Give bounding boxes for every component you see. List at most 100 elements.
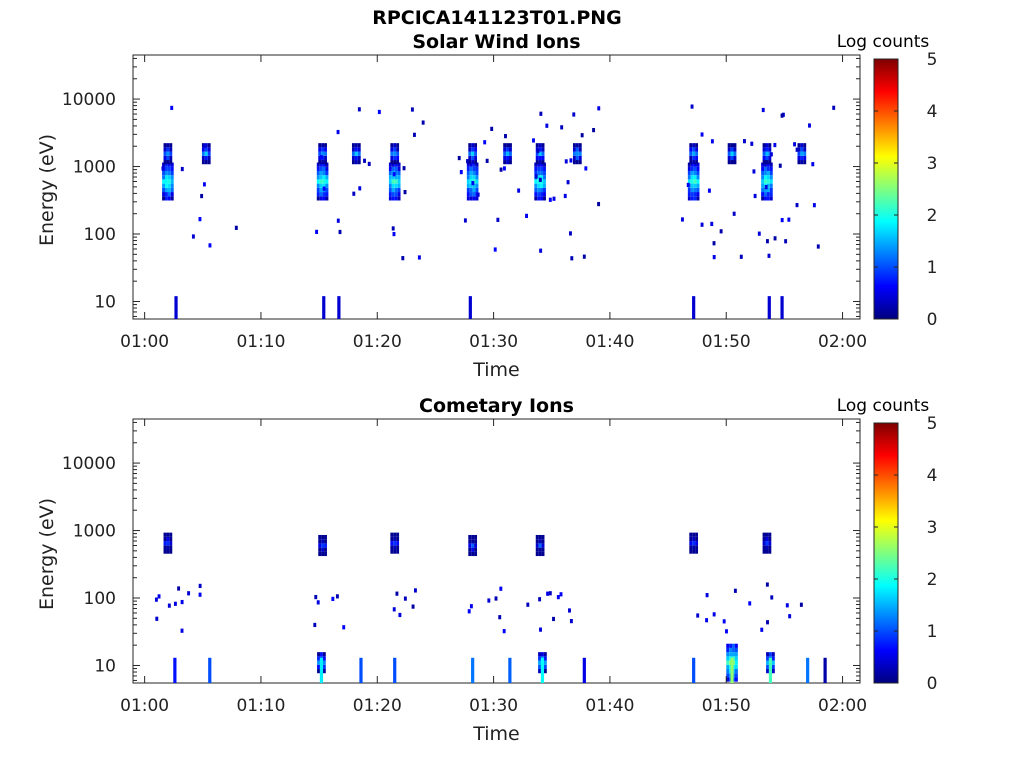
heatmap-cell — [198, 217, 202, 222]
heatmap-cell — [472, 183, 476, 188]
heatmap-cell — [803, 160, 807, 165]
heatmap-cell — [351, 147, 355, 152]
heatmap-cell — [475, 175, 479, 180]
heatmap-cell — [540, 183, 544, 188]
heatmap-cell — [687, 192, 691, 197]
heatmap-cell — [471, 147, 475, 152]
heatmap-cell — [559, 592, 563, 597]
heatmap-cell — [769, 192, 773, 197]
heatmap-cell — [357, 151, 361, 156]
heatmap-cell — [766, 192, 770, 197]
heatmap-cell — [764, 185, 768, 190]
heatmap-cell — [169, 545, 173, 550]
heatmap-cell — [166, 160, 170, 165]
heatmap-cell — [316, 175, 320, 180]
heatmap-cell — [771, 664, 775, 670]
heatmap-cell — [396, 536, 400, 542]
heatmap-cell — [696, 175, 700, 180]
heatmap-cell — [394, 183, 398, 188]
heatmap-cell — [761, 175, 765, 180]
heatmap-cell — [163, 545, 167, 550]
heatmap-cell — [764, 196, 767, 201]
heatmap-cell — [469, 192, 473, 197]
heatmap-cell — [324, 539, 327, 544]
heatmap-cell — [322, 296, 326, 319]
heatmap-cell — [320, 155, 323, 160]
heatmap-cell — [393, 536, 397, 542]
heatmap-cell — [762, 147, 766, 152]
heatmap-cell — [768, 532, 772, 537]
heatmap-cell — [474, 539, 478, 544]
heatmap-cell — [318, 539, 322, 544]
heatmap-cell — [503, 151, 507, 156]
heatmap-cell — [768, 155, 772, 161]
heatmap-cell — [832, 105, 836, 110]
heatmap-cell — [541, 147, 545, 152]
y-axis: 10 100 1000 10000 — [62, 57, 860, 317]
heatmap-cell — [201, 155, 205, 161]
y-tick-label: 10 — [94, 656, 116, 676]
heatmap-cell — [503, 147, 507, 152]
heatmap-cell — [397, 170, 401, 176]
heatmap-cell — [806, 657, 810, 683]
heatmap-cell — [538, 539, 542, 544]
heatmap-cells — [154, 532, 827, 683]
heatmap-cell — [768, 652, 772, 657]
heatmap-cell — [538, 660, 541, 665]
heatmap-cell — [767, 253, 771, 258]
heatmap-cell — [534, 179, 538, 184]
heatmap-cell — [180, 628, 184, 633]
heatmap-cell — [780, 113, 784, 118]
heatmap-cell — [155, 616, 159, 621]
heatmap-cell — [200, 193, 204, 199]
heatmap-cell — [693, 170, 697, 176]
heatmap-cell — [391, 226, 395, 231]
heatmap-cell — [471, 657, 475, 683]
heatmap-cell — [785, 603, 789, 608]
heatmap-cell — [766, 183, 770, 188]
heatmap-cell — [321, 547, 325, 552]
heatmap-cell — [317, 652, 320, 657]
x-axis: 01:00 01:10 01:20 01:30 01:40 01:50 02:00 — [120, 55, 867, 352]
heatmap-cell — [162, 187, 165, 193]
heatmap-cell — [762, 549, 766, 554]
heatmap-cell — [705, 618, 709, 623]
heatmap-cell — [729, 647, 733, 653]
heatmap-cell — [403, 189, 407, 195]
colorbar-scale — [873, 422, 899, 684]
heatmap-cell — [748, 601, 752, 606]
heatmap-cell — [575, 151, 579, 156]
heatmap-cell — [560, 125, 564, 130]
heatmap-cell — [401, 256, 405, 261]
heatmap-cell — [769, 175, 773, 180]
heatmap-cell — [363, 158, 366, 163]
heatmap-cell — [390, 545, 394, 550]
heatmap-cell — [726, 660, 730, 665]
heatmap-cell — [325, 170, 329, 176]
heatmap-cell — [734, 647, 738, 653]
x-tick-label: 01:20 — [353, 696, 402, 716]
heatmap-cell — [394, 187, 398, 193]
heatmap-cell — [166, 545, 170, 550]
heatmap-cell — [167, 183, 171, 188]
panel-title: Solar Wind Ions — [412, 31, 580, 53]
heatmap-cell — [468, 547, 472, 552]
heatmap-cell — [351, 160, 355, 165]
heatmap-cell — [540, 175, 544, 180]
heatmap-cell — [765, 541, 769, 546]
heatmap-cell — [575, 147, 579, 152]
heatmap-cell — [204, 155, 208, 161]
heatmap-cell — [316, 170, 320, 176]
heatmap-cell — [771, 669, 775, 674]
heatmap-cell — [770, 595, 774, 600]
heatmap-cell — [541, 551, 545, 557]
heatmap-cell — [393, 147, 397, 152]
heatmap-cell — [764, 187, 767, 193]
heatmap-cell — [207, 143, 211, 148]
heatmap-cell — [466, 166, 470, 171]
heatmap-cell — [316, 600, 320, 605]
heatmap-cell — [394, 196, 398, 201]
heatmap-cell — [357, 107, 361, 112]
heatmap-cell — [170, 179, 174, 184]
heatmap-cell — [532, 138, 535, 143]
